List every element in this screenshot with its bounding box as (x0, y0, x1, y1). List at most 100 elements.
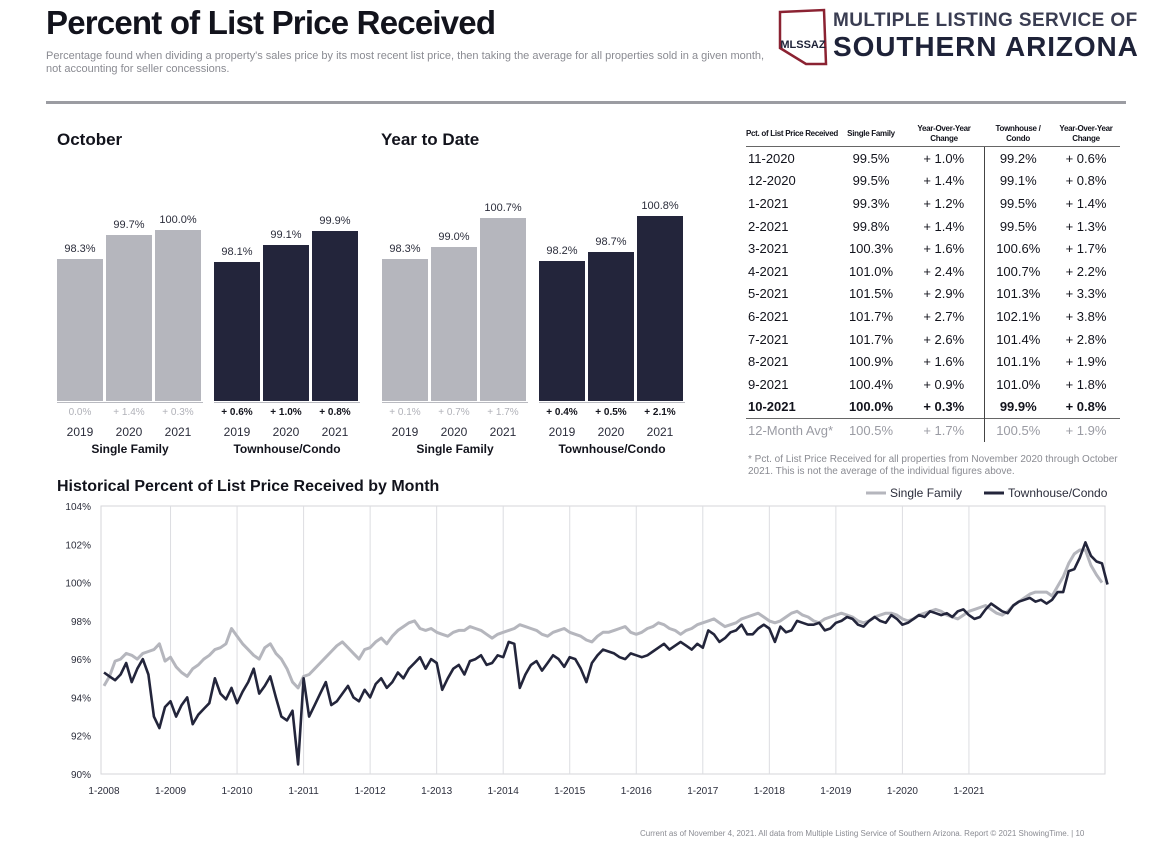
bar-yoy-label: + 0.7% (438, 407, 470, 418)
table-row: 4-2021 101.0% + 2.4% 100.7% + 2.2% (746, 259, 1120, 283)
bar-baseline (57, 402, 203, 403)
bar-year-label: 2020 (440, 425, 468, 439)
table-cell: 6-2021 (748, 308, 789, 324)
bar-value-label: 99.7% (113, 218, 145, 231)
x-tick-label: 1-2012 (355, 786, 387, 797)
x-tick-label: 1-2017 (687, 786, 719, 797)
table-cell: + 1.9% (1052, 418, 1120, 442)
x-tick-label: 1-2008 (88, 786, 120, 797)
table-cell: + 1.6% (923, 354, 965, 370)
table-cell: 99.5% (983, 214, 1052, 238)
table-cell: + 1.4% (923, 218, 965, 234)
table-cell: + 0.3% (923, 399, 965, 415)
table-row: 5-2021 101.5% + 2.9% 101.3% + 3.3% (746, 282, 1120, 306)
table-cell: 5-2021 (748, 286, 789, 302)
table-cell: + 1.8% (1065, 376, 1107, 392)
table-cell: + 3.8% (1065, 308, 1107, 324)
bar-value-label: 98.2% (546, 244, 578, 257)
table-cell: + 2.9% (923, 286, 965, 302)
y-tick-label: 92% (71, 732, 91, 743)
bar-single_family-2021 (155, 229, 201, 401)
x-tick-label: 1-2014 (488, 786, 520, 797)
bar-year-label: 2019 (223, 425, 251, 439)
table-cell: 102.1% (983, 305, 1052, 328)
logo-abbr: MLSSAZ (780, 39, 826, 51)
x-tick-label: 1-2010 (221, 786, 253, 797)
table-cell: + 1.3% (1065, 218, 1107, 234)
bar-value-label: 100.8% (641, 200, 679, 212)
line-chart-title: Historical Percent of List Price Receive… (57, 478, 440, 495)
bar-year-label: 2020 (272, 425, 300, 439)
bar-year-label: 2019 (548, 425, 576, 439)
table-row: 6-2021 101.7% + 2.7% 102.1% + 3.8% (746, 305, 1120, 328)
bar-year-label: 2021 (489, 425, 517, 439)
table-cell: + 2.6% (923, 331, 965, 347)
table-cell: 101.0% (983, 372, 1052, 396)
y-tick-label: 102% (65, 540, 91, 551)
table-cell: 99.1% (983, 169, 1052, 193)
column-header: Year-Over-Year Change (904, 122, 984, 147)
y-tick-label: 104% (65, 502, 91, 513)
table-cell: + 2.7% (923, 308, 965, 324)
table-cell: 4-2021 (748, 263, 789, 279)
bar-year-label: 2021 (164, 425, 192, 439)
bar-group-label: Single Family (416, 442, 494, 456)
column-header: Year-Over-Year Change (1052, 122, 1120, 147)
table-cell: 99.5% (983, 192, 1052, 215)
x-tick-label: 1-2020 (887, 786, 919, 797)
bar-value-label: 99.0% (438, 230, 470, 243)
bar-yoy-label: + 1.4% (113, 407, 145, 418)
bar-yoy-label: + 1.0% (270, 407, 302, 418)
bar-townhouse-2019 (539, 260, 585, 401)
table-cell: + 0.8% (1065, 399, 1107, 415)
section-heading-october: October (57, 130, 123, 149)
arizona-logo-icon: MLSSAZ (778, 8, 828, 66)
table-row: 3-2021 100.3% + 1.6% 100.6% + 1.7% (746, 237, 1120, 260)
bar-year-label: 2021 (646, 425, 674, 439)
table-row: 2-2021 99.8% + 1.4% 99.5% + 1.3% (746, 214, 1120, 238)
bar-townhouse-2021 (637, 216, 683, 401)
page-title: Percent of List Price Received (46, 4, 496, 41)
table-cell: 12-Month Avg* (746, 418, 838, 442)
x-tick-label: 1-2011 (288, 786, 319, 797)
historical-line-chart: 90% 92% 94% 96% 98% 100% 102% 104% 1-2008 1-2009 1… (65, 502, 1109, 797)
bar-townhouse-2021 (312, 231, 358, 401)
y-tick-label: 90% (71, 770, 91, 781)
table-cell: 100.0% (848, 399, 894, 415)
table-cell: 9-2021 (748, 376, 789, 392)
table-cell: 99.9% (983, 395, 1052, 419)
legend-single-family-label: Single Family (890, 486, 962, 500)
x-tick-label: 1-2021 (953, 786, 985, 797)
bar-yoy-label: + 0.3% (162, 407, 194, 418)
column-header: Single Family (838, 122, 904, 147)
table-cell: 101.7% (848, 308, 894, 324)
table-cell: + 2.2% (1065, 263, 1107, 279)
bar-value-label: 98.7% (595, 235, 627, 248)
table-cell: 100.9% (848, 354, 894, 370)
bar-yoy-label: + 1.7% (487, 407, 519, 418)
table-cell: 7-2021 (748, 331, 789, 347)
table-cell: 99.8% (852, 218, 890, 234)
table-cell: + 0.6% (1065, 150, 1107, 166)
bar-yoy-label: + 2.1% (644, 407, 676, 418)
plot-frame (100, 505, 1106, 775)
table-cell: 99.2% (983, 146, 1052, 170)
x-tick-label: 1-2019 (820, 786, 852, 797)
bar-value-label: 98.1% (221, 246, 253, 259)
table-footnote: * Pct. of List Price Received for all pr… (748, 454, 1118, 477)
table-cell: + 2.4% (923, 263, 965, 279)
table-cell: + 1.9% (1065, 354, 1107, 370)
bar-year-label: 2021 (321, 425, 349, 439)
bar-group-label: Single Family (91, 442, 169, 456)
table-cell: 101.0% (848, 263, 894, 279)
bar-yoy-label: + 0.6% (221, 407, 253, 418)
table-cell: + 1.7% (904, 418, 984, 442)
table-row: 12-2020 99.5% + 1.4% 99.1% + 0.8% (746, 169, 1120, 193)
page-subtitle: Percentage found when dividing a propert… (46, 50, 765, 75)
bar-year-label: 2020 (115, 425, 143, 439)
table-row: 7-2021 101.7% + 2.6% 101.4% + 2.8% (746, 327, 1120, 351)
bar-single_family-2019 (57, 258, 103, 401)
table-cell: 11-2020 (748, 150, 795, 166)
table-cell: 10-2021 (748, 399, 796, 415)
bar-value-label: 98.3% (389, 242, 421, 255)
